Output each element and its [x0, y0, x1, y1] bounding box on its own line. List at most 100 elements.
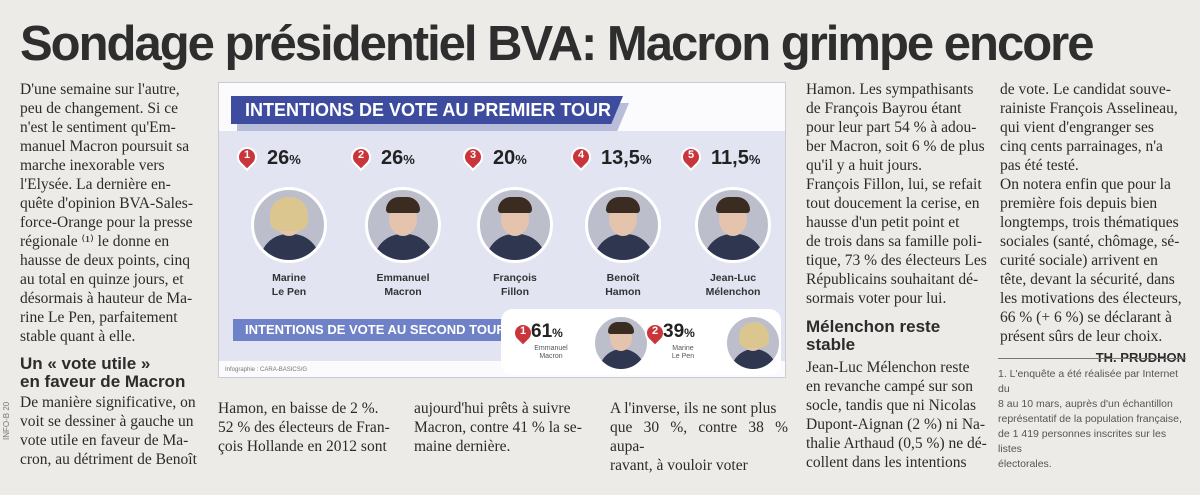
round2-candidate: 2 39% Marine Le Pen: [640, 313, 785, 373]
name-line: Hamon: [605, 286, 641, 298]
portrait-suit: [594, 234, 654, 260]
percent-sign: %: [639, 152, 652, 167]
text-line: tête, devant la sécurité, dans: [1000, 271, 1175, 288]
round2-results: 1 61% Emmanuel Macron 2 39% Marine Le Pen: [501, 309, 781, 375]
round1-banner: INTENTIONS DE VOTE AU PREMIER TOUR: [231, 96, 623, 124]
text-line: cron, au détriment de Benoît: [20, 451, 197, 468]
text-line: aujourd'hui prêts à suivre: [414, 400, 571, 417]
text-line: première fois depuis bien: [1000, 195, 1158, 212]
percentage-value: 26: [267, 147, 290, 169]
text-line: voit se dessiner à gauche un: [20, 413, 194, 430]
candidate-name: Emmanuel Macron: [525, 345, 577, 361]
percent-sign: %: [748, 152, 761, 167]
text-line: socle, tandis que ni Nicolas: [806, 397, 977, 414]
text-line: rine Le Pen, parfaitement: [20, 309, 178, 326]
text-line: sormais voter pour lui.: [806, 290, 947, 307]
name-line: Le Pen: [271, 286, 307, 298]
name-line: Marine: [272, 272, 306, 284]
text-line: n'est le sentiment qu'Em-: [20, 119, 176, 136]
candidate-card: 3 20% François Fillon: [458, 141, 579, 301]
text-line: curité sociale) arrivent en: [1000, 252, 1158, 269]
rank-number: 5: [687, 149, 695, 161]
candidate-portrait: [477, 187, 553, 263]
portrait-hair: [270, 197, 308, 231]
rank-number: 2: [357, 149, 365, 161]
percentage-value: 61: [531, 321, 553, 342]
round2-title: INTENTIONS DE VOTE AU SECOND TOUR: [245, 322, 506, 337]
text-line: désormais à hauteur de Ma-: [20, 290, 193, 307]
text-line: en revanche campé sur son: [806, 378, 973, 395]
candidate-portrait: [365, 187, 441, 263]
body-paragraph: De manière significative, on voit se des…: [20, 393, 206, 469]
name-line: Le Pen: [671, 353, 695, 360]
candidate-portrait: [593, 315, 649, 371]
column-2: Hamon, en baisse de 2 %. 52 % des électe…: [218, 399, 402, 456]
poll-infographic: INTENTIONS DE VOTE AU PREMIER TOUR 1 26%…: [218, 82, 786, 378]
candidate-card: 1 26% Marine Le Pen: [232, 141, 353, 301]
subheading-line: stable: [806, 335, 856, 354]
body-paragraph: Jean-Luc Mélenchon reste en revanche cam…: [806, 358, 990, 472]
subheading-line: en faveur de Macron: [20, 372, 186, 391]
text-line: qui vient d'engranger ses: [1000, 119, 1154, 136]
name-line: Emmanuel: [376, 272, 430, 284]
candidate-portrait: [725, 315, 781, 371]
text-line: force-Orange pour la presse: [20, 214, 193, 231]
name-line: Mélenchon: [705, 286, 761, 298]
intro-paragraph: D'une semaine sur l'autre, peu de change…: [20, 80, 206, 346]
percent-sign: %: [552, 326, 563, 340]
percentage-value: 11,5: [711, 147, 749, 169]
name-line: Benoît: [606, 272, 640, 284]
candidate-card: 5 11,5% Jean-Luc Mélenchon: [676, 141, 797, 301]
subheading-vote-utile: Un « vote utile » en faveur de Macron: [20, 355, 206, 391]
footnote-line: électorales.: [998, 458, 1052, 470]
subheading-line: Un « vote utile »: [20, 354, 151, 373]
percent-sign: %: [289, 152, 301, 167]
percentage-value: 26: [381, 147, 404, 169]
text-line: pour leur part 54 % à adou-: [806, 119, 977, 136]
portrait-suit: [704, 234, 764, 260]
candidate-percentage: 39%: [663, 321, 695, 343]
text-line: tout doucement la cerise, en: [806, 195, 980, 212]
text-line: 66 % (+ 6 %) se déclarant à: [1000, 309, 1172, 326]
text-line: au total en quinze jours, et: [20, 271, 184, 288]
text-line: les motivations des électeurs,: [1000, 290, 1182, 307]
text-line: présent sûrs de leur choix.: [1000, 328, 1163, 345]
portrait-hair: [498, 197, 532, 213]
portrait-hair: [608, 322, 634, 334]
headline: Sondage présidentiel BVA: Macron grimpe …: [20, 17, 1094, 71]
infographic-credit: Infographie : CARA-BASICS/G: [225, 367, 308, 373]
portrait-suit: [599, 349, 645, 369]
text-line: que 30 %, contre 38 % aupa-: [610, 419, 788, 455]
margin-note: INFO-B 20: [2, 401, 11, 440]
name-line: François: [493, 272, 537, 284]
text-line: On notera enfin que pour la: [1000, 176, 1171, 193]
name-line: Macron: [539, 353, 563, 360]
text-line: Macron, contre 41 % la se-: [414, 419, 582, 436]
portrait-hair: [739, 322, 769, 348]
text-line: thalie Arthaud (0,5 %) ne dé-: [806, 435, 987, 452]
text-line: stable quant à elle.: [20, 328, 136, 345]
percent-sign: %: [684, 326, 695, 340]
text-line: longtemps, trois thématiques: [1000, 214, 1179, 231]
text-line: Jean-Luc Mélenchon reste: [806, 359, 970, 376]
candidate-name: François Fillon: [463, 271, 567, 299]
candidate-portrait: [695, 187, 771, 263]
text-line: qu'il y a huit jours.: [806, 157, 923, 174]
footnote-line: 8 au 10 mars, auprès d'un échantillon: [998, 398, 1173, 410]
text-line: manuel Macron poursuit sa: [20, 138, 190, 155]
portrait-suit: [374, 234, 434, 260]
portrait-suit: [260, 234, 320, 260]
subheading-melenchon: Mélenchon reste stable: [806, 318, 990, 354]
text-line: cinq cents parrainages, n'a: [1000, 138, 1163, 155]
text-line: peu de changement. Si ce: [20, 100, 178, 117]
candidate-percentage: 20%: [493, 147, 527, 170]
footnote-line: représentatif de la population française…: [998, 413, 1182, 425]
text-line: Hamon, en baisse de 2 %.: [218, 400, 379, 417]
candidate-portrait: [585, 187, 661, 263]
percentage-value: 20: [493, 147, 516, 169]
text-line: pas été testé.: [1000, 157, 1079, 174]
text-line: De manière significative, on: [20, 394, 196, 411]
percentage-value: 13,5: [601, 147, 640, 169]
portrait-suit: [731, 349, 777, 369]
text-line: de trois dans sa famille poli-: [806, 233, 983, 250]
